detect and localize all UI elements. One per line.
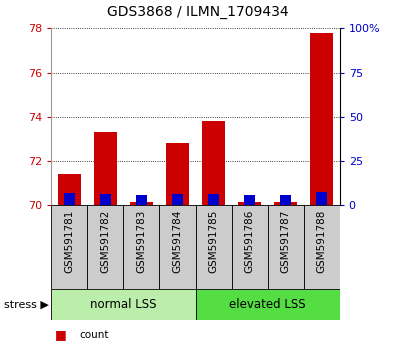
FancyBboxPatch shape xyxy=(87,205,123,289)
Bar xyxy=(172,194,183,205)
Text: GSM591786: GSM591786 xyxy=(245,210,255,273)
Bar xyxy=(136,195,147,205)
Bar xyxy=(166,143,189,205)
FancyBboxPatch shape xyxy=(123,205,160,289)
Text: ■: ■ xyxy=(55,353,67,354)
Text: GSM591781: GSM591781 xyxy=(64,210,74,273)
Bar xyxy=(274,202,297,205)
Text: GSM591785: GSM591785 xyxy=(209,210,218,273)
FancyBboxPatch shape xyxy=(51,289,196,320)
Text: normal LSS: normal LSS xyxy=(90,298,157,311)
FancyBboxPatch shape xyxy=(304,205,340,289)
FancyBboxPatch shape xyxy=(51,205,87,289)
Bar xyxy=(58,174,81,205)
Text: count: count xyxy=(79,330,109,339)
FancyBboxPatch shape xyxy=(196,289,340,320)
Text: GSM591782: GSM591782 xyxy=(100,210,111,273)
FancyBboxPatch shape xyxy=(231,205,267,289)
FancyBboxPatch shape xyxy=(267,205,304,289)
Bar xyxy=(316,192,327,205)
Bar xyxy=(94,132,117,205)
Text: elevated LSS: elevated LSS xyxy=(229,298,306,311)
Text: GDS3868 / ILMN_1709434: GDS3868 / ILMN_1709434 xyxy=(107,5,288,19)
Bar xyxy=(64,193,75,205)
Bar xyxy=(208,194,219,205)
Bar xyxy=(280,195,291,205)
Bar xyxy=(100,194,111,205)
Text: GSM591783: GSM591783 xyxy=(136,210,147,273)
Bar xyxy=(245,195,255,205)
Bar xyxy=(310,33,333,205)
FancyBboxPatch shape xyxy=(196,205,231,289)
Bar xyxy=(238,202,261,205)
Bar xyxy=(130,202,153,205)
Text: GSM591787: GSM591787 xyxy=(280,210,291,273)
Text: stress ▶: stress ▶ xyxy=(4,299,49,309)
FancyBboxPatch shape xyxy=(160,205,196,289)
Text: GSM591784: GSM591784 xyxy=(173,210,182,273)
Bar xyxy=(202,121,225,205)
Text: ■: ■ xyxy=(55,328,67,341)
Text: GSM591788: GSM591788 xyxy=(317,210,327,273)
